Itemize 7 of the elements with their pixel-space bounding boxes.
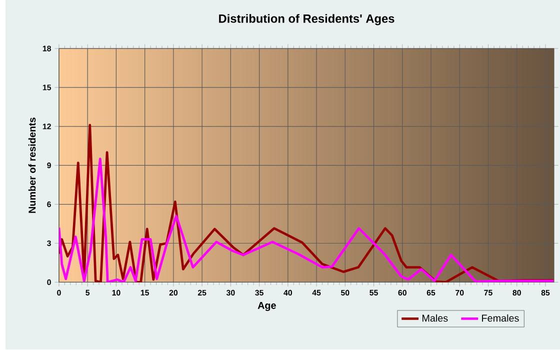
- chart-title: Distribution of Residents' Ages: [219, 14, 394, 26]
- line-series: [58, 124, 554, 282]
- y-axis-title: Number of residents: [28, 118, 36, 214]
- line-series: [58, 158, 554, 282]
- legend-label: Males: [422, 314, 448, 322]
- legend-label: Females: [482, 314, 519, 322]
- x-axis-title: Age: [258, 302, 276, 312]
